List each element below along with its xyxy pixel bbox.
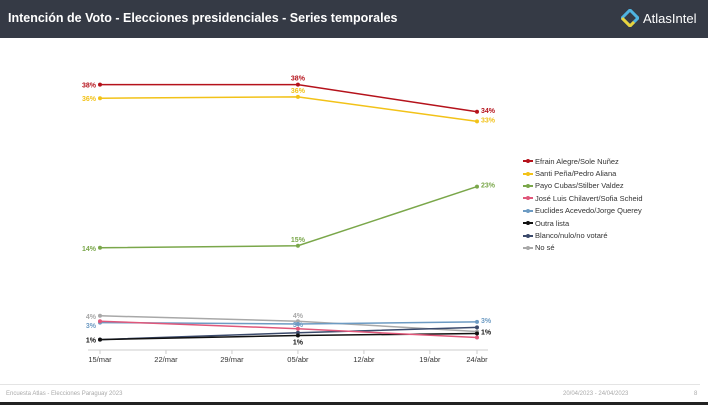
x-tick-label: 22/mar bbox=[154, 355, 178, 364]
data-label: 1% bbox=[86, 338, 97, 345]
data-label: 1% bbox=[293, 340, 304, 347]
legend-item: Euclides Acevedo/Jorge Querey bbox=[523, 205, 643, 217]
x-tick-label: 12/abr bbox=[353, 355, 375, 364]
legend-item: José Luis Chilavert/Sofia Scheid bbox=[523, 192, 643, 204]
data-point bbox=[295, 326, 300, 331]
data-point bbox=[98, 82, 102, 87]
legend-item: Blanco/nulo/no votaré bbox=[523, 229, 643, 241]
legend-item: Payo Cubas/Stilber Valdez bbox=[523, 180, 643, 192]
legend-swatch-icon bbox=[523, 245, 533, 250]
legend-swatch-icon bbox=[523, 196, 533, 201]
data-label: 36% bbox=[82, 96, 97, 103]
legend-label: Payo Cubas/Stilber Valdez bbox=[535, 181, 624, 191]
atlasintel-logo: AtlasIntel bbox=[621, 9, 696, 27]
series-line bbox=[99, 185, 478, 249]
data-point bbox=[295, 82, 300, 87]
data-label: 38% bbox=[291, 76, 306, 83]
data-point bbox=[295, 94, 300, 99]
data-point bbox=[295, 321, 300, 326]
data-point bbox=[98, 96, 102, 101]
data-label: 3% bbox=[86, 323, 97, 330]
x-tick-label: 29/mar bbox=[220, 355, 244, 364]
data-label: 1% bbox=[481, 329, 492, 336]
data-point bbox=[475, 325, 479, 330]
x-tick-label: 24/abr bbox=[466, 355, 488, 364]
brand-name: AtlasIntel bbox=[643, 10, 697, 26]
legend-label: Santi Peña/Pedro Aliana bbox=[535, 169, 617, 179]
data-point bbox=[475, 109, 479, 114]
footer-divider bbox=[0, 384, 700, 385]
legend-label: No sé bbox=[535, 243, 555, 253]
data-label: 23% bbox=[481, 183, 496, 190]
data-point bbox=[475, 319, 479, 324]
legend-swatch-icon bbox=[523, 159, 533, 164]
data-label: 4% bbox=[293, 313, 304, 320]
x-tick-label: 19/abr bbox=[419, 355, 441, 364]
legend-item: No sé bbox=[523, 242, 643, 254]
legend-item: Efrain Alegre/Sole Nuñez bbox=[523, 155, 643, 167]
data-point bbox=[475, 335, 479, 340]
data-point bbox=[295, 333, 300, 338]
legend-swatch-icon bbox=[523, 171, 533, 176]
legend-label: José Luis Chilavert/Sofia Scheid bbox=[535, 193, 643, 203]
legend-swatch-icon bbox=[523, 183, 533, 188]
data-point bbox=[475, 331, 479, 336]
line-chart: 15/mar 22/mar 29/mar 05/abr 12/abr 19/abr 24/a… bbox=[82, 76, 496, 364]
data-label: 38% bbox=[82, 83, 97, 90]
data-label: 4% bbox=[86, 314, 97, 321]
legend-item: Outra lista bbox=[523, 217, 643, 229]
data-point bbox=[98, 319, 102, 324]
page-title: Intención de Voto - Elecciones presidenc… bbox=[8, 11, 398, 25]
data-point bbox=[98, 337, 102, 342]
footer-dates: 20/04/2023 - 24/04/2023 bbox=[563, 391, 629, 397]
bottom-bar bbox=[0, 402, 708, 405]
data-label: 33% bbox=[481, 117, 496, 124]
legend-swatch-icon bbox=[523, 233, 533, 238]
x-tick-label: 05/abr bbox=[287, 355, 309, 364]
data-point bbox=[98, 313, 102, 318]
legend: Efrain Alegre/Sole Nuñez Santi Peña/Pedro… bbox=[523, 155, 643, 254]
page-number: 8 bbox=[694, 391, 698, 397]
data-label: 3% bbox=[481, 318, 492, 325]
data-label: 3% bbox=[293, 322, 304, 329]
legend-label: Blanco/nulo/no votaré bbox=[535, 231, 608, 241]
legend-item: Santi Peña/Pedro Aliana bbox=[523, 167, 643, 179]
legend-label: Outra lista bbox=[535, 218, 570, 228]
data-point bbox=[295, 243, 300, 248]
legend-label: Efrain Alegre/Sole Nuñez bbox=[535, 156, 619, 166]
data-point bbox=[475, 184, 479, 189]
x-tick-label: 15/mar bbox=[88, 355, 112, 364]
data-label: 36% bbox=[291, 88, 306, 95]
legend-swatch-icon bbox=[523, 208, 533, 213]
legend-label: Euclides Acevedo/Jorge Querey bbox=[535, 206, 642, 216]
data-point bbox=[475, 119, 479, 124]
atlasintel-diamond-icon bbox=[621, 9, 639, 27]
legend-swatch-icon bbox=[523, 221, 533, 226]
data-label: 15% bbox=[291, 237, 306, 244]
header: Intención de Voto - Elecciones presidenc… bbox=[0, 0, 708, 38]
series-line bbox=[99, 96, 478, 123]
data-label: 14% bbox=[82, 246, 97, 253]
data-label: 34% bbox=[481, 108, 496, 115]
footer-source: Encuesta Atlas - Elecciones Paraguay 202… bbox=[6, 391, 123, 397]
data-point bbox=[98, 245, 102, 250]
